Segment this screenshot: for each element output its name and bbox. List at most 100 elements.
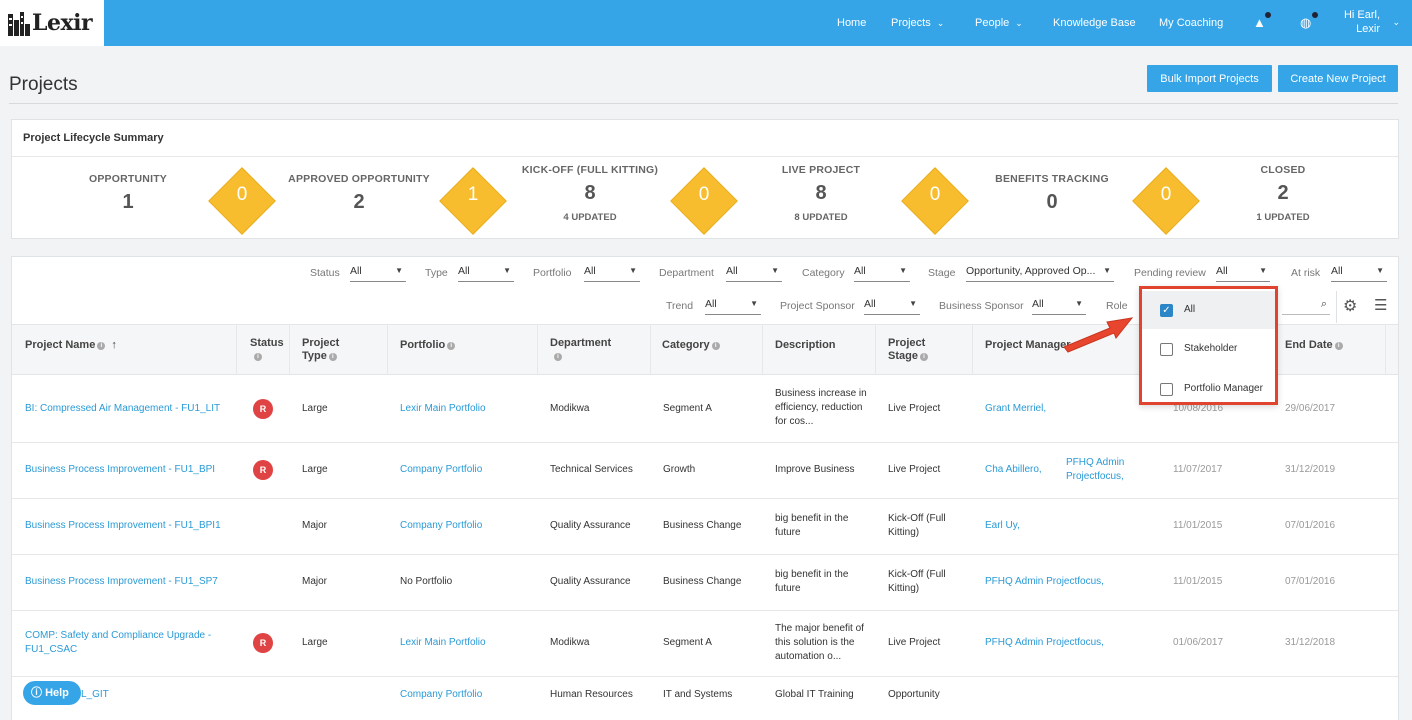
table-row[interactable]: IT Training - L_GIT Company Portfolio Hu… bbox=[12, 677, 1398, 720]
gear-icon[interactable]: ⚙ bbox=[1343, 298, 1358, 315]
portfolio-link[interactable]: Company Portfolio bbox=[400, 689, 483, 700]
user-greeting: Hi Earl, bbox=[1343, 9, 1380, 21]
filter-project-sponsor-select[interactable]: All ▼ bbox=[864, 298, 920, 315]
portfolio-link[interactable]: Company Portfolio bbox=[400, 464, 483, 475]
nav-people[interactable]: People ⌄ bbox=[975, 17, 1023, 29]
checkbox[interactable] bbox=[1160, 383, 1173, 396]
role-option-portfolio-manager[interactable]: Portfolio Manager bbox=[1142, 370, 1275, 408]
filter-type-select[interactable]: All ▼ bbox=[458, 265, 514, 282]
nav-home[interactable]: Home bbox=[837, 17, 867, 29]
nav-projects[interactable]: Projects ⌄ bbox=[891, 17, 944, 29]
stage-count: 8 bbox=[815, 182, 827, 204]
start-date: 10/08/2016 bbox=[1173, 403, 1224, 414]
column-header-end-date[interactable]: End Date i bbox=[1285, 339, 1343, 352]
logo[interactable]: Lexir bbox=[0, 0, 104, 46]
globe-icon[interactable]: ◍ bbox=[1300, 15, 1312, 30]
column-header-project-manager[interactable]: Project Manager bbox=[985, 339, 1071, 352]
project-name-link[interactable]: Business Process Improvement - FU1_BPI bbox=[25, 464, 216, 475]
role-option-all[interactable]: ✓ All bbox=[1142, 291, 1275, 329]
create-project-button[interactable]: Create New Project bbox=[1278, 65, 1398, 92]
column-header-department[interactable]: Department i bbox=[550, 337, 611, 363]
filter-portfolio-select[interactable]: All ▼ bbox=[584, 265, 640, 282]
stage-approved-opportunity[interactable]: APPROVED OPPORTUNITY 2 bbox=[269, 173, 449, 214]
filter-status-value: All bbox=[350, 265, 362, 277]
project-stage: Live Project bbox=[888, 403, 941, 414]
stage-benefits-tracking[interactable]: BENEFITS TRACKING 0 bbox=[962, 173, 1142, 214]
caret-down-icon: ▼ bbox=[899, 266, 907, 275]
filter-trend-select[interactable]: All ▼ bbox=[705, 298, 761, 315]
column-header-status[interactable]: Status i bbox=[250, 337, 284, 363]
stage-live-project[interactable]: LIVE PROJECT 8 8 UPDATED bbox=[731, 164, 911, 223]
filter-stage-label: Stage bbox=[928, 267, 956, 279]
checkbox[interactable] bbox=[1160, 343, 1173, 356]
manager-link[interactable]: Grant Merriel, bbox=[985, 403, 1047, 414]
nav-knowledge-base[interactable]: Knowledge Base bbox=[1053, 17, 1136, 29]
chevron-down-icon: ⌄ bbox=[936, 18, 945, 28]
stage-label: CLOSED bbox=[1260, 164, 1306, 176]
filter-category-select[interactable]: All ▼ bbox=[854, 265, 910, 282]
end-date: 07/01/2016 bbox=[1285, 520, 1336, 531]
filter-stage-select[interactable]: Opportunity, Approved Op... ▼ bbox=[966, 265, 1114, 282]
user-menu[interactable]: Hi Earl, Lexir bbox=[1344, 8, 1380, 36]
stage-count: 2 bbox=[353, 191, 365, 213]
department: Human Resources bbox=[550, 689, 633, 700]
filter-business-sponsor-select[interactable]: All ▼ bbox=[1032, 298, 1086, 315]
role-option-stakeholder[interactable]: Stakeholder bbox=[1142, 330, 1275, 368]
column-header-category[interactable]: Category i bbox=[662, 339, 720, 352]
page-title: Projects bbox=[9, 74, 78, 95]
manager-link[interactable]: Earl Uy, bbox=[985, 520, 1020, 531]
info-icon: i bbox=[1334, 342, 1343, 350]
filter-pending-review-select[interactable]: All ▼ bbox=[1216, 265, 1270, 282]
menu-icon[interactable]: ☰ bbox=[1374, 297, 1388, 314]
portfolio-link[interactable]: Lexir Main Portfolio bbox=[400, 403, 486, 414]
stage-updated: 1 UPDATED bbox=[1256, 212, 1310, 223]
column-label: Project Name bbox=[25, 339, 96, 351]
column-header-description[interactable]: Description bbox=[775, 339, 836, 352]
project-name-link[interactable]: Business Process Improvement - FU1_BPI1 bbox=[25, 520, 221, 531]
chevron-down-icon[interactable]: ⌄ bbox=[1392, 17, 1400, 27]
manager-link[interactable]: PFHQ Admin Projectfocus, bbox=[1066, 457, 1125, 482]
filter-at-risk-select[interactable]: All ▼ bbox=[1331, 265, 1387, 282]
filter-business-sponsor-value: All bbox=[1032, 298, 1044, 310]
table-row[interactable]: Business Process Improvement - FU1_BPI R… bbox=[12, 443, 1398, 499]
filter-trend-value: All bbox=[705, 298, 717, 310]
alert-icon[interactable]: ▲ bbox=[1253, 15, 1266, 30]
department: Quality Assurance bbox=[550, 520, 631, 531]
bulk-import-button[interactable]: Bulk Import Projects bbox=[1147, 65, 1272, 92]
divider bbox=[9, 103, 1398, 104]
checkbox-checked[interactable]: ✓ bbox=[1160, 304, 1173, 317]
caret-down-icon: ▼ bbox=[1376, 266, 1384, 275]
project-name-link[interactable]: BI: Compressed Air Management - FU1_LIT bbox=[25, 403, 221, 414]
column-header-project-stage[interactable]: Project Stage i bbox=[888, 337, 928, 363]
project-name-link[interactable]: COMP: Safety and Compliance Upgrade - FU… bbox=[25, 630, 212, 655]
manager-link[interactable]: PFHQ Admin Projectfocus, bbox=[985, 637, 1104, 648]
search-input[interactable]: ⌕ bbox=[1282, 298, 1330, 315]
stage-kickoff[interactable]: KICK-OFF (FULL KITTING) 8 4 UPDATED bbox=[500, 164, 680, 223]
filter-status-select[interactable]: All ▼ bbox=[350, 265, 406, 282]
project-stage: Kick-Off (Full Kitting) bbox=[888, 569, 946, 594]
category: Business Change bbox=[663, 576, 742, 587]
stage-opportunity[interactable]: OPPORTUNITY 1 bbox=[38, 173, 218, 214]
caret-down-icon: ▼ bbox=[1075, 299, 1083, 308]
filter-portfolio-label: Portfolio bbox=[533, 267, 572, 279]
filter-department-select[interactable]: All ▼ bbox=[726, 265, 782, 282]
table-row[interactable]: Business Process Improvement - FU1_SP7 M… bbox=[12, 555, 1398, 611]
nav-my-coaching[interactable]: My Coaching bbox=[1159, 17, 1224, 29]
column-label: Category bbox=[662, 339, 710, 351]
table-row[interactable]: COMP: Safety and Compliance Upgrade - FU… bbox=[12, 611, 1398, 677]
column-header-project-type[interactable]: Project Type i bbox=[302, 337, 339, 363]
stage-closed[interactable]: CLOSED 2 1 UPDATED bbox=[1193, 164, 1373, 223]
help-button[interactable]: ⓘ Help bbox=[23, 681, 81, 705]
table-row[interactable]: BI: Compressed Air Management - FU1_LIT … bbox=[12, 375, 1398, 443]
manager-link[interactable]: Cha Abillero, bbox=[985, 464, 1042, 475]
project-name-link[interactable]: Business Process Improvement - FU1_SP7 bbox=[25, 576, 218, 587]
project-type: Large bbox=[302, 637, 328, 648]
start-date: 11/01/2015 bbox=[1173, 576, 1223, 587]
column-header-project-name[interactable]: Project Name i ↑ bbox=[25, 339, 117, 352]
portfolio-link[interactable]: Lexir Main Portfolio bbox=[400, 637, 486, 648]
column-header-portfolio[interactable]: Portfolio i bbox=[400, 339, 456, 352]
table-row[interactable]: Business Process Improvement - FU1_BPI1 … bbox=[12, 499, 1398, 555]
filter-pending-review-label: Pending review bbox=[1134, 267, 1206, 279]
manager-link[interactable]: PFHQ Admin Projectfocus, bbox=[985, 576, 1104, 587]
portfolio-link[interactable]: Company Portfolio bbox=[400, 520, 483, 531]
